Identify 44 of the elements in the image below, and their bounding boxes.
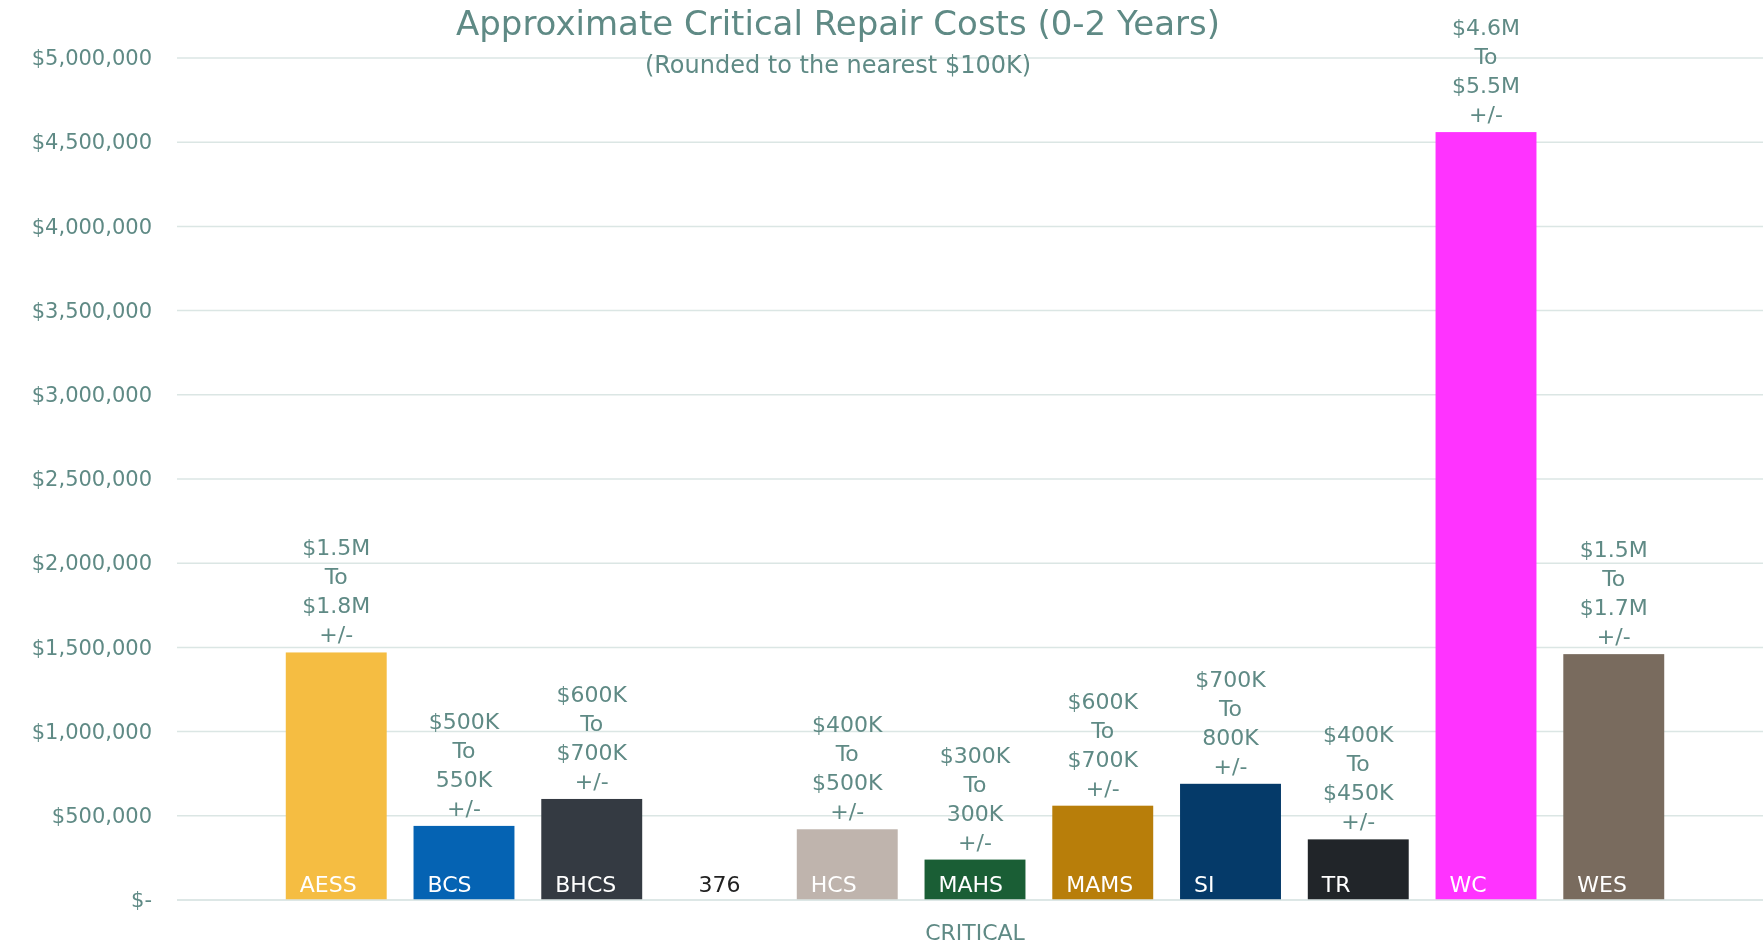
x-tick-label: MAHS bbox=[938, 872, 1004, 897]
annotation: $400K To $500K +/- bbox=[812, 712, 884, 825]
chart-subtitle: (Rounded to the nearest $100K) bbox=[644, 51, 1032, 79]
bar bbox=[1435, 132, 1537, 900]
bar bbox=[1307, 839, 1409, 900]
bar bbox=[413, 825, 515, 900]
x-tick-label: 376 bbox=[698, 872, 741, 897]
x-tick-label: HCS bbox=[810, 872, 857, 897]
x-axis-title: CRITICAL bbox=[925, 920, 1026, 945]
y-tick-label: $- bbox=[131, 888, 152, 913]
x-tick-label: WES bbox=[1577, 872, 1627, 897]
y-tick-label: $5,000,000 bbox=[31, 46, 152, 71]
y-tick-label: $4,500,000 bbox=[31, 130, 152, 155]
y-tick-label: $1,500,000 bbox=[31, 635, 152, 660]
y-tick-label: $500,000 bbox=[51, 804, 152, 829]
annotation: $500K To 550K +/- bbox=[428, 708, 500, 821]
x-tick-label: WC bbox=[1449, 872, 1487, 897]
annotation: $4.6M To $5.5M +/- bbox=[1452, 15, 1520, 128]
annotation: $300K To 300K +/- bbox=[939, 742, 1011, 855]
bar bbox=[796, 829, 898, 900]
annotation: $1.5M To $1.8M +/- bbox=[302, 535, 371, 648]
y-tick-label: $1,000,000 bbox=[31, 719, 152, 744]
annotation: $400K To $450K +/- bbox=[1323, 722, 1395, 835]
x-tick-label: BHCS bbox=[555, 872, 617, 897]
y-tick-label: $2,500,000 bbox=[31, 467, 152, 492]
bar bbox=[541, 798, 643, 900]
annotation: $1.5M To $1.7M +/- bbox=[1579, 537, 1648, 650]
bar bbox=[1180, 783, 1281, 900]
y-tick-label: $3,000,000 bbox=[31, 383, 152, 408]
x-tick-label: TR bbox=[1320, 872, 1351, 897]
x-tick-label: SI bbox=[1194, 872, 1215, 897]
chart-title: Approximate Critical Repair Costs (0-2 Years) bbox=[455, 3, 1221, 43]
bar bbox=[1052, 805, 1154, 900]
x-tick-label: MAMS bbox=[1066, 872, 1134, 897]
y-tick-label: $3,500,000 bbox=[31, 298, 152, 323]
x-tick-label: BCS bbox=[427, 872, 472, 897]
bar bbox=[285, 652, 387, 900]
annotation: $600K To $700K +/- bbox=[1067, 688, 1139, 801]
x-tick-label: AESS bbox=[299, 872, 357, 897]
y-tick-label: $2,000,000 bbox=[31, 551, 152, 576]
y-tick-label: $4,000,000 bbox=[31, 214, 152, 239]
annotation: $700K To 800K +/- bbox=[1195, 666, 1267, 779]
annotation: $600K To $700K +/- bbox=[556, 681, 628, 794]
bar bbox=[1563, 654, 1665, 900]
